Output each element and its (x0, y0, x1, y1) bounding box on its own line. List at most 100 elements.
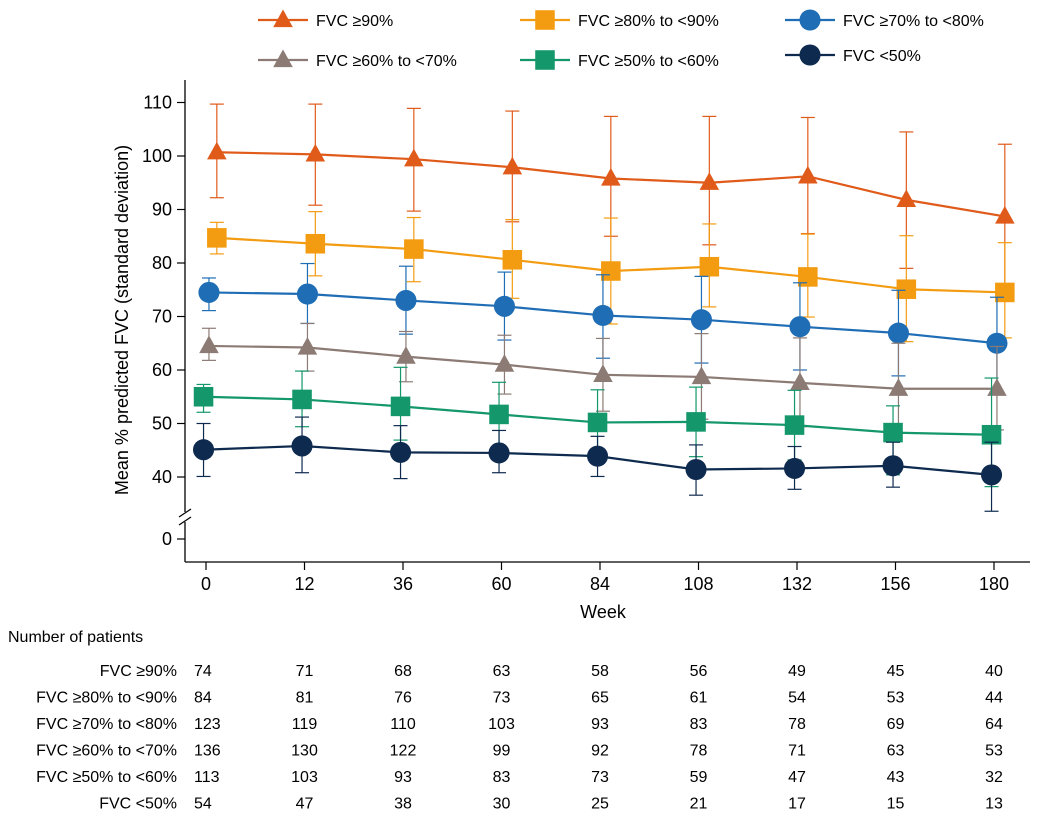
patients-row-label: FVC ≥80% to <90% (36, 690, 177, 707)
patients-count-cell: 71 (788, 743, 806, 760)
patients-count-cell: 61 (690, 690, 708, 707)
data-point (587, 412, 608, 433)
x-tick-label: 0 (201, 574, 211, 594)
y-axis-break-mark (178, 508, 192, 518)
data-point (488, 442, 510, 464)
data-point (601, 167, 621, 186)
patients-count-cell: 78 (788, 716, 806, 733)
data-point (207, 228, 227, 248)
data-point (404, 239, 424, 259)
patients-count-cell: 78 (690, 743, 708, 760)
patients-count-cell: 119 (292, 716, 318, 733)
x-tick-label: 36 (393, 574, 413, 594)
patients-count-cell: 54 (194, 796, 212, 813)
patients-count-cell: 38 (394, 796, 412, 813)
legend-item: FVC ≥50% to <60% (520, 50, 719, 70)
patients-count-cell: 68 (394, 663, 412, 680)
patients-table-title: Number of patients (8, 629, 143, 646)
patients-count-cell: 56 (690, 663, 708, 680)
patients-count-cell: 123 (194, 716, 221, 733)
data-point (699, 172, 720, 190)
patients-count-cell: 25 (591, 796, 609, 813)
patients-count-cell: 53 (887, 690, 905, 707)
y-tick-label: 80 (152, 253, 172, 273)
data-point (207, 141, 227, 160)
patients-count-cell: 113 (194, 769, 220, 786)
patients-count-cell: 73 (591, 769, 609, 786)
patients-count-cell: 83 (690, 716, 708, 733)
data-point (493, 295, 515, 317)
data-point (883, 422, 903, 443)
data-point (987, 378, 1007, 396)
data-point (305, 143, 326, 162)
data-point (686, 412, 706, 432)
data-point (389, 441, 412, 463)
data-point (882, 455, 904, 477)
legend-label: FVC ≥70% to <80% (843, 13, 984, 30)
data-point (593, 364, 613, 382)
legend-item: FVC ≥80% to <90% (520, 10, 719, 30)
series-2 (207, 211, 1015, 343)
legend-label: FVC ≥60% to <70% (316, 53, 457, 70)
patients-table-row: FVC ≥60% to <70% 136 130 122 99 92 78 71 63 53 (36, 743, 1003, 760)
y-tick-label: 100 (142, 146, 172, 166)
patients-count-cell: 47 (788, 769, 806, 786)
patients-count-cell: 59 (690, 769, 708, 786)
legend-item: FVC ≥60% to <70% (258, 49, 457, 70)
series-6 (192, 416, 1003, 512)
patients-count-cell: 45 (887, 663, 905, 680)
data-point (986, 332, 1008, 354)
legend-marker (273, 49, 293, 68)
patients-count-cell: 32 (985, 769, 1003, 786)
patients-row-label: FVC ≥60% to <70% (36, 743, 177, 760)
patients-count-cell: 65 (591, 690, 609, 707)
patients-count-cell: 69 (887, 716, 905, 733)
patients-table-row: FVC ≥50% to <60% 113 103 93 83 73 59 47 43 32 (36, 769, 1003, 786)
y-tick-label: 70 (152, 307, 172, 327)
data-point (896, 279, 917, 299)
y-axis-break-mark (178, 516, 192, 526)
legend-marker (273, 9, 293, 28)
data-point (192, 439, 215, 461)
data-point (404, 148, 424, 167)
legend-label: FVC ≥80% to <90% (578, 13, 719, 30)
patients-row-label: FVC <50% (99, 796, 177, 813)
patients-table-row: FVC ≥70% to <80% 123 119 110 103 93 83 78 69 64 (36, 716, 1003, 733)
y-tick-label: 0 (162, 529, 172, 549)
data-point (981, 424, 1002, 445)
data-point (691, 366, 712, 385)
data-point (790, 372, 810, 390)
data-point (685, 458, 707, 481)
chart-series-layer (192, 103, 1015, 512)
patients-table-row: FVC ≥80% to <90% 84 81 76 73 65 61 54 53 44 (36, 690, 1003, 707)
y-tick-label: 50 (152, 414, 172, 434)
data-point (888, 378, 909, 396)
legend-marker (799, 9, 821, 31)
data-point (502, 156, 523, 175)
data-point (395, 289, 417, 311)
legend-label: FVC ≥50% to <60% (578, 53, 719, 70)
data-point (783, 457, 806, 479)
x-tick-label: 84 (590, 574, 610, 594)
patients-row-label: FVC ≥90% (100, 663, 177, 680)
data-point (592, 304, 614, 326)
data-point (494, 354, 515, 372)
x-tick-label: 132 (782, 574, 812, 594)
legend-item: FVC ≥70% to <80% (785, 9, 984, 31)
data-point (396, 346, 416, 364)
patients-count-cell: 92 (591, 743, 609, 760)
patients-count-cell: 43 (887, 769, 905, 786)
series-3 (198, 262, 1008, 396)
patients-count-cell: 13 (985, 796, 1003, 813)
legend-marker (799, 44, 821, 66)
y-tick-label: 40 (152, 467, 172, 487)
patients-count-cell: 30 (493, 796, 511, 813)
data-point (199, 335, 219, 354)
patients-count-cell: 136 (194, 743, 221, 760)
data-point (980, 464, 1003, 486)
patients-table-row: FVC ≥90% 74 71 68 63 58 56 49 45 40 (100, 663, 1003, 680)
legend-item: FVC <50% (785, 44, 921, 66)
data-point (789, 316, 811, 338)
patients-count-cell: 93 (591, 716, 609, 733)
